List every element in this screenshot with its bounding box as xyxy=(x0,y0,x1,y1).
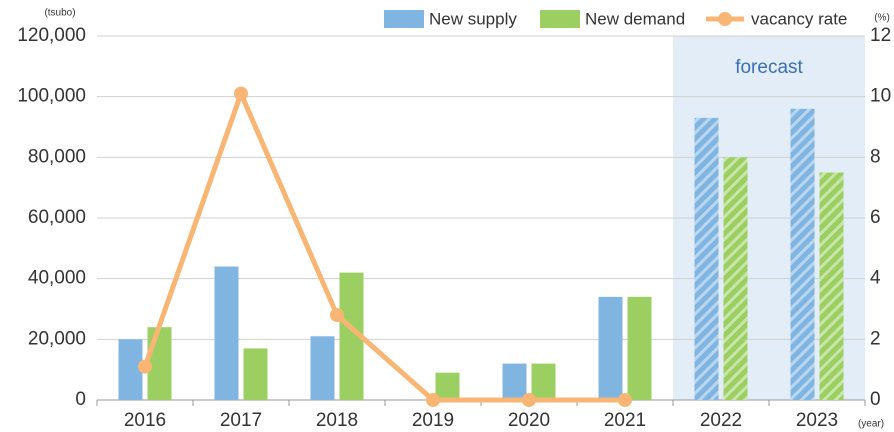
x-tick-label: 2018 xyxy=(316,410,358,431)
y2-tick-label: 8 xyxy=(870,146,881,167)
x-tick-label: 2016 xyxy=(124,410,166,431)
bar xyxy=(502,363,527,400)
line-point xyxy=(426,393,440,407)
x-tick-label: 2022 xyxy=(700,410,742,431)
bar xyxy=(310,336,335,400)
bar xyxy=(627,296,652,400)
bar xyxy=(118,339,143,400)
x-tick-label: 2023 xyxy=(796,410,838,431)
x-tick-label: 2021 xyxy=(604,410,646,431)
y-tick-label: 0 xyxy=(75,389,86,410)
legend-label: New supply xyxy=(429,9,517,28)
legend-label: vacancy rate xyxy=(751,9,847,28)
legend-label: New demand xyxy=(585,9,685,28)
y2-tick-label: 4 xyxy=(870,268,881,289)
x-tick-label: 2019 xyxy=(412,410,454,431)
y-tick-label: 80,000 xyxy=(28,146,86,167)
line-point xyxy=(138,359,152,374)
y-tick-label: 120,000 xyxy=(17,25,86,46)
y2-tick-label: 6 xyxy=(870,207,881,228)
y-unit: (tsubo) xyxy=(44,8,75,19)
bar xyxy=(723,157,748,400)
line-point xyxy=(234,86,248,101)
bar xyxy=(694,117,719,401)
legend-point xyxy=(718,12,732,26)
y2-tick-label: 12 xyxy=(870,25,891,46)
line-point xyxy=(330,308,344,323)
bar xyxy=(243,348,268,400)
line-point xyxy=(618,393,632,407)
y2-tick-label: 0 xyxy=(870,389,881,410)
x-tick-label: 2017 xyxy=(220,410,262,431)
y2-unit: (%) xyxy=(874,13,890,24)
line-point xyxy=(522,393,536,407)
bar xyxy=(819,172,844,400)
bar xyxy=(598,296,623,400)
bar xyxy=(531,363,556,400)
bar xyxy=(790,108,815,401)
x-tick-label: 2020 xyxy=(508,410,550,431)
x-unit: (year) xyxy=(858,419,884,430)
y2-tick-label: 10 xyxy=(870,86,891,107)
y-tick-label: 40,000 xyxy=(28,268,86,289)
bar xyxy=(147,327,172,400)
y-tick-label: 20,000 xyxy=(28,328,86,349)
legend-swatch xyxy=(384,10,424,28)
y-tick-label: 60,000 xyxy=(28,207,86,228)
forecast-label: forecast xyxy=(735,57,803,78)
y-tick-label: 100,000 xyxy=(17,86,86,107)
line xyxy=(142,91,625,403)
legend-swatch xyxy=(540,10,580,28)
bar xyxy=(435,372,460,400)
bar xyxy=(214,266,239,400)
y2-tick-label: 2 xyxy=(870,328,881,349)
